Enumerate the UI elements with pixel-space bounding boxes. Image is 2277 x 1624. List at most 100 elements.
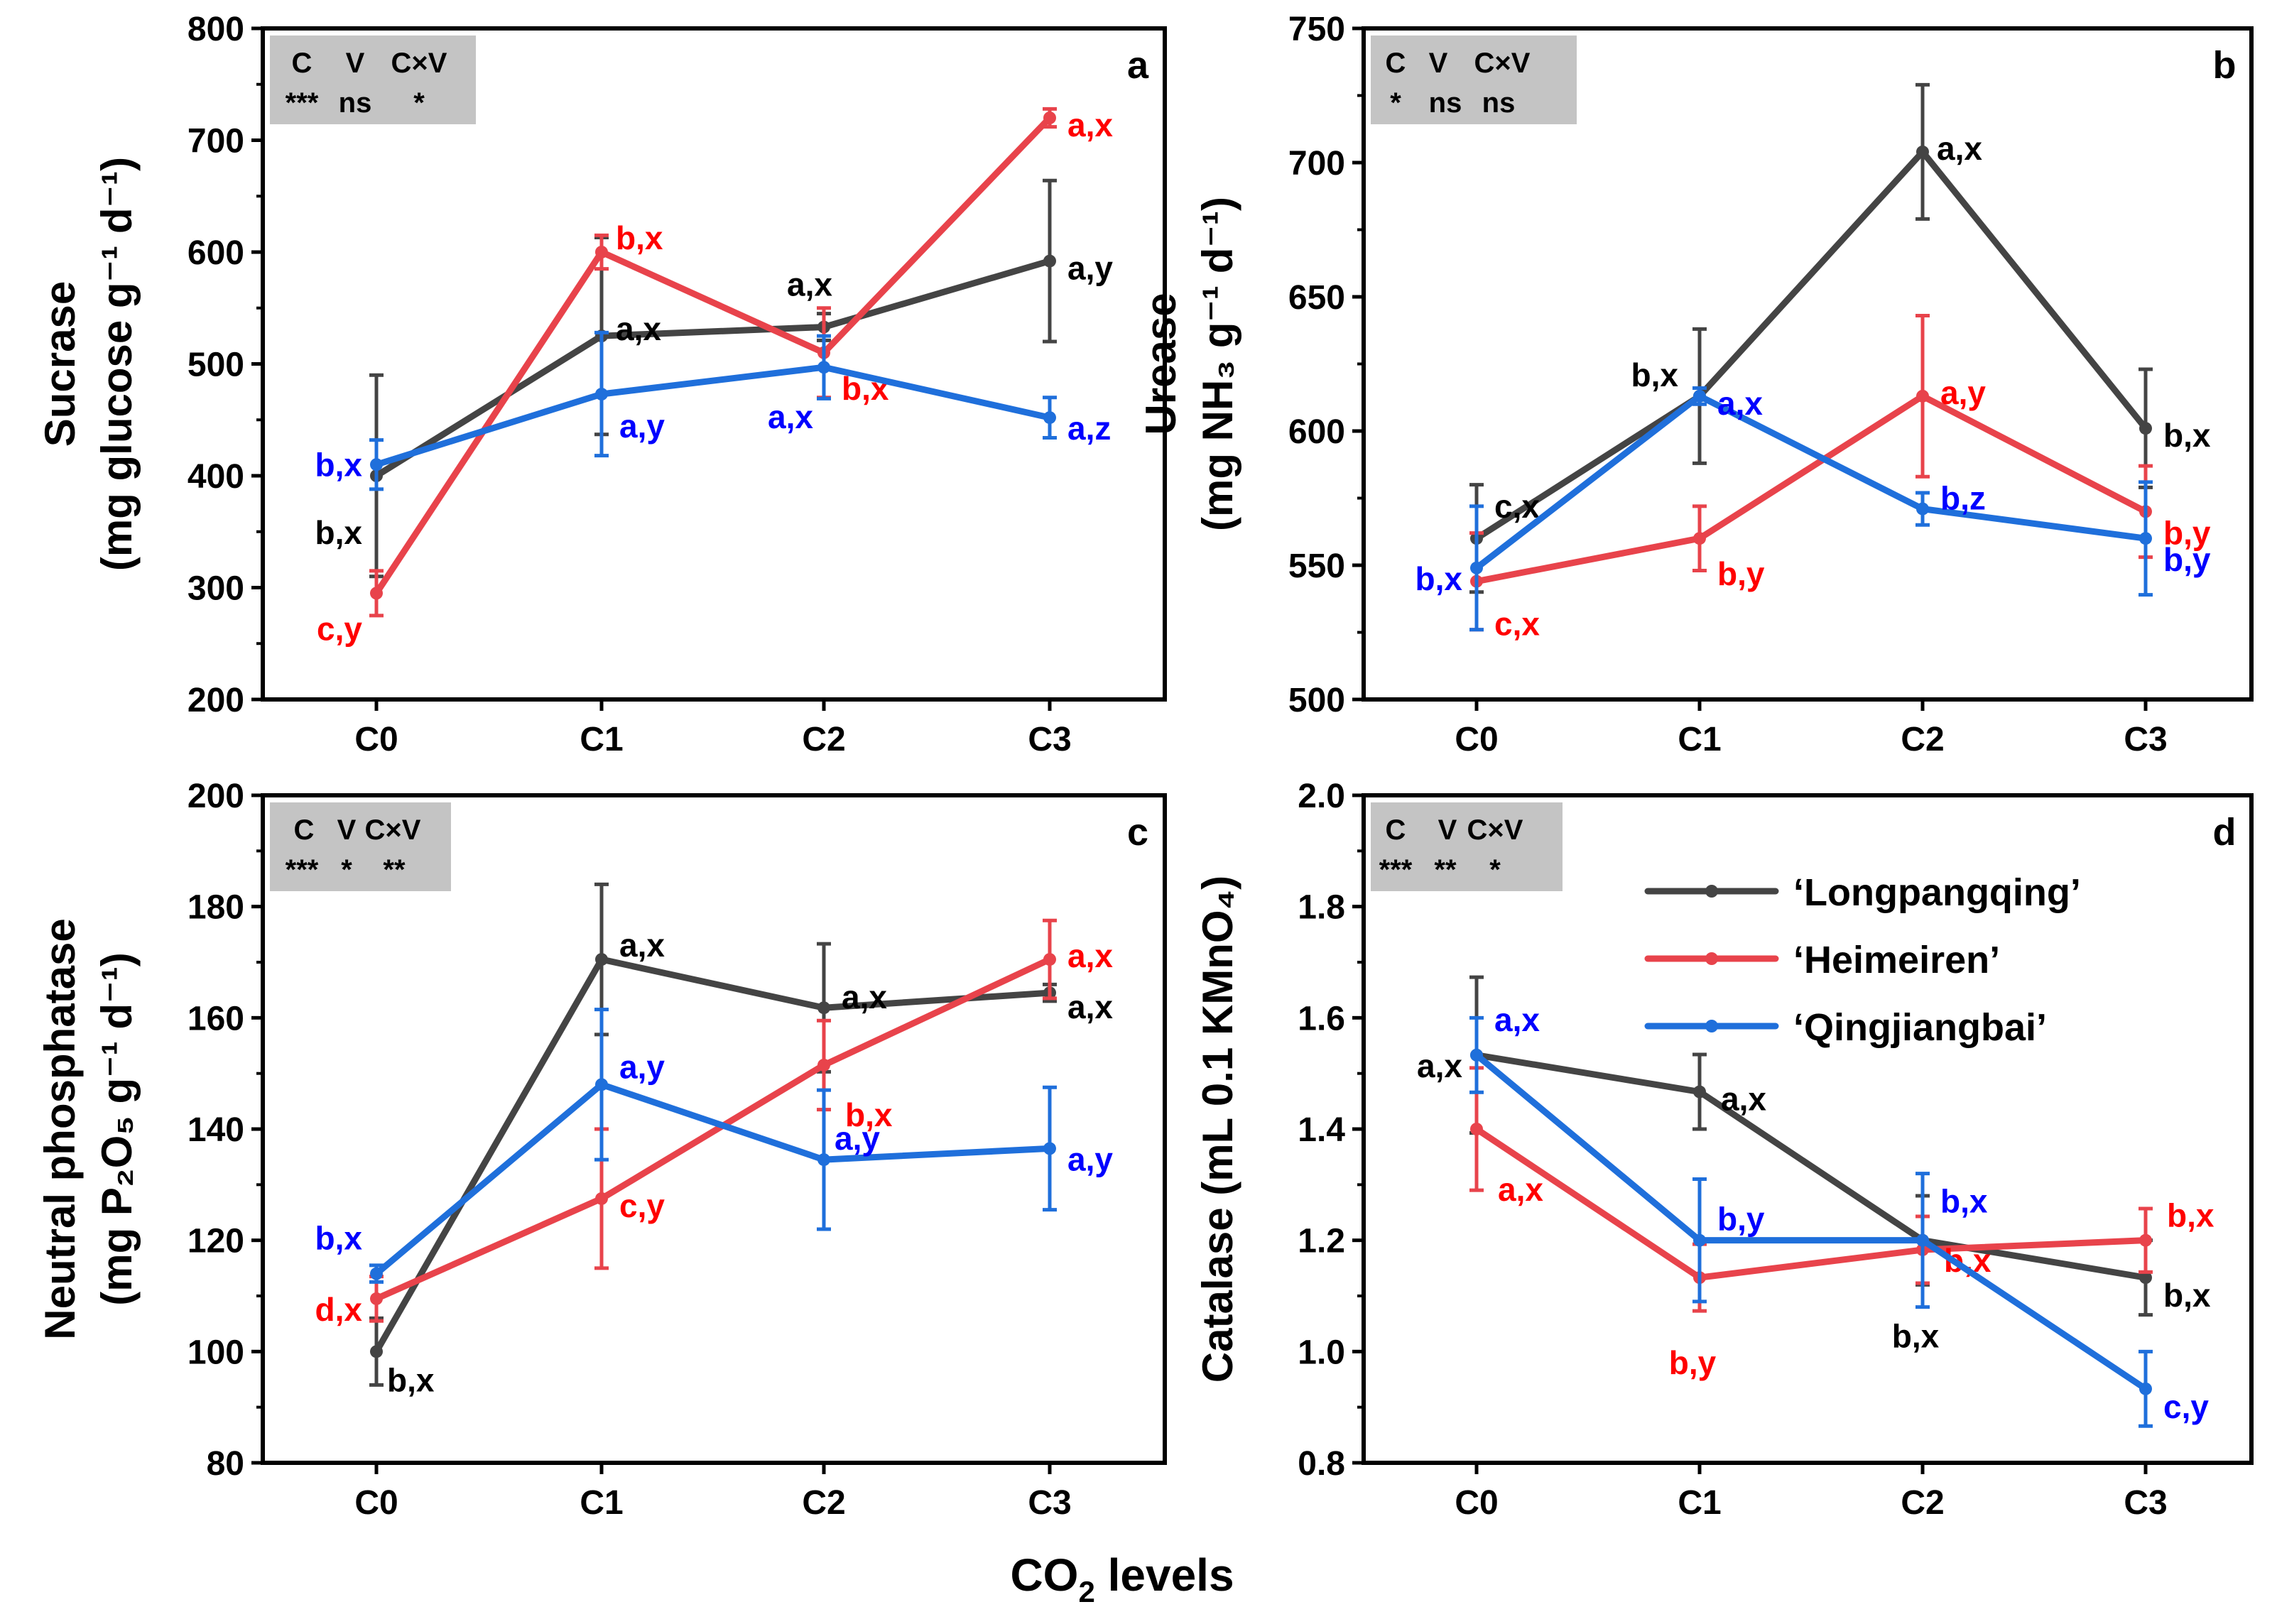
series-qingjiangbai: a,x b,y b,x c,y	[1469, 1001, 2209, 1428]
series-qingjiangbai: b,x a,y a,x a,z	[315, 330, 1111, 491]
x-tick-label: C1	[580, 1484, 623, 1522]
significance-letter: b,z	[1940, 480, 1986, 517]
significance-letter: a,y	[1940, 374, 1986, 411]
y-tick-label: 160	[188, 1000, 244, 1037]
data-point	[1043, 411, 1056, 425]
data-point	[595, 1078, 608, 1091]
legend-marker-longpangqing	[1705, 885, 1718, 898]
data-point	[370, 587, 383, 600]
series-line	[1474, 1126, 2146, 1281]
significance-header: V	[346, 48, 365, 79]
y-tick-label: 120	[188, 1223, 244, 1260]
series-line	[1474, 148, 2148, 541]
significance-letter: b,x	[315, 1220, 363, 1257]
legend-marker-heimeiren	[1705, 952, 1718, 965]
significance-header: V	[1438, 814, 1457, 846]
significance-letter: b,y	[2163, 514, 2211, 551]
data-point	[1916, 389, 1929, 403]
legend-label-heimeiren: ‘Heimeiren’	[1793, 939, 2000, 981]
significance-letter: a,x	[616, 310, 661, 347]
y-tick-label: 0.8	[1298, 1445, 1345, 1483]
x-tick-label: C1	[1678, 721, 1721, 758]
x-tick-label: C1	[580, 721, 623, 758]
data-point	[595, 953, 608, 966]
data-point	[1043, 254, 1056, 268]
y-axis-title: Neutral phosphatase	[36, 918, 84, 1339]
significance-box	[270, 36, 476, 124]
significance-letter: a,x	[619, 927, 665, 964]
y-tick-label: 80	[207, 1445, 244, 1483]
y-axis-title: Catalase (mL 0.1 KMnO₄)	[1194, 876, 1241, 1383]
significance-letter: b,y	[2163, 541, 2211, 578]
significance-header: C×V	[1467, 814, 1523, 846]
significance-letter: b,y	[1669, 1344, 1717, 1381]
significance-letter: b,y	[1717, 555, 1765, 592]
series-line	[1476, 1052, 2146, 1281]
significance-letter: a,x	[1067, 107, 1113, 143]
significance-value: ns	[1429, 87, 1462, 119]
series-line	[374, 1081, 1050, 1277]
significance-letter: c,y	[2163, 1388, 2209, 1425]
y-tick-label: 300	[188, 570, 244, 608]
y-tick-label: 600	[188, 234, 244, 272]
data-point	[370, 458, 383, 472]
data-point	[595, 1192, 608, 1205]
significance-letter: b,x	[2167, 1197, 2214, 1234]
significance-header: C×V	[391, 48, 447, 79]
legend: ‘Longpangqing’ ‘Heimeiren’ ‘Qingjiangbai…	[1644, 871, 2081, 1049]
series-line	[1476, 393, 2148, 585]
panel-letter: d	[2213, 811, 2237, 854]
significance-letter: a,x	[1937, 130, 1982, 167]
significance-box	[270, 802, 451, 891]
data-point	[1043, 111, 1056, 124]
y-tick-label: 180	[188, 889, 244, 927]
y-tick-label: 100	[188, 1334, 244, 1371]
y-tick-label: 200	[188, 682, 244, 719]
series-line	[375, 957, 1051, 1302]
significance-letter: b,y	[1717, 1201, 1765, 1238]
y-tick-label: 700	[1288, 145, 1345, 182]
legend-marker-qingjiangbai	[1705, 1020, 1718, 1032]
significance-letter: a,x	[1417, 1047, 1462, 1084]
data-point	[595, 246, 608, 258]
significance-letter: c,x	[1494, 488, 1540, 525]
y-axis-title: Sucrase	[36, 281, 84, 447]
x-tick-label: C0	[1455, 721, 1498, 758]
significance-letter: a,x	[1067, 937, 1113, 974]
plot-frame	[1362, 26, 2254, 702]
significance-letter: b,x	[616, 219, 663, 256]
significance-letter: c,y	[317, 610, 362, 647]
significance-header: C	[1386, 814, 1406, 846]
significance-letter: b,x	[387, 1361, 435, 1398]
x-tick-label: C2	[802, 721, 845, 758]
series-line	[375, 364, 1050, 468]
x-tick-label: C3	[2124, 721, 2167, 758]
significance-value: ***	[286, 87, 319, 119]
y-tick-label: 2.0	[1298, 778, 1345, 815]
significance-letter: c,y	[619, 1187, 665, 1224]
series-line	[1474, 1052, 2148, 1392]
series-longpangqing: c,x b,x a,x b,x	[1469, 82, 2211, 594]
y-tick-label: 750	[1288, 11, 1345, 48]
significance-value: *	[341, 854, 352, 885]
significance-letter: a,x	[1717, 385, 1763, 422]
y-tick-label: 1.8	[1298, 889, 1345, 927]
significance-value: *	[413, 87, 425, 119]
significance-value: ***	[286, 854, 319, 885]
significance-value: ***	[1379, 854, 1413, 885]
data-point	[817, 361, 830, 374]
x-tick-label: C0	[354, 721, 398, 758]
data-point	[1043, 953, 1056, 966]
significance-letter: a,x	[842, 979, 887, 1015]
y-tick-label: 800	[188, 11, 244, 48]
y-tick-label: 1.2	[1298, 1223, 1345, 1260]
significance-letter: b,x	[1892, 1318, 1940, 1355]
significance-letter: a,x	[1498, 1171, 1543, 1208]
y-axis-title: Urease	[1137, 293, 1185, 435]
significance-letter: a,x	[768, 398, 813, 435]
data-point	[370, 1345, 383, 1358]
significance-box	[1371, 36, 1577, 124]
significance-header: C×V	[365, 814, 421, 846]
